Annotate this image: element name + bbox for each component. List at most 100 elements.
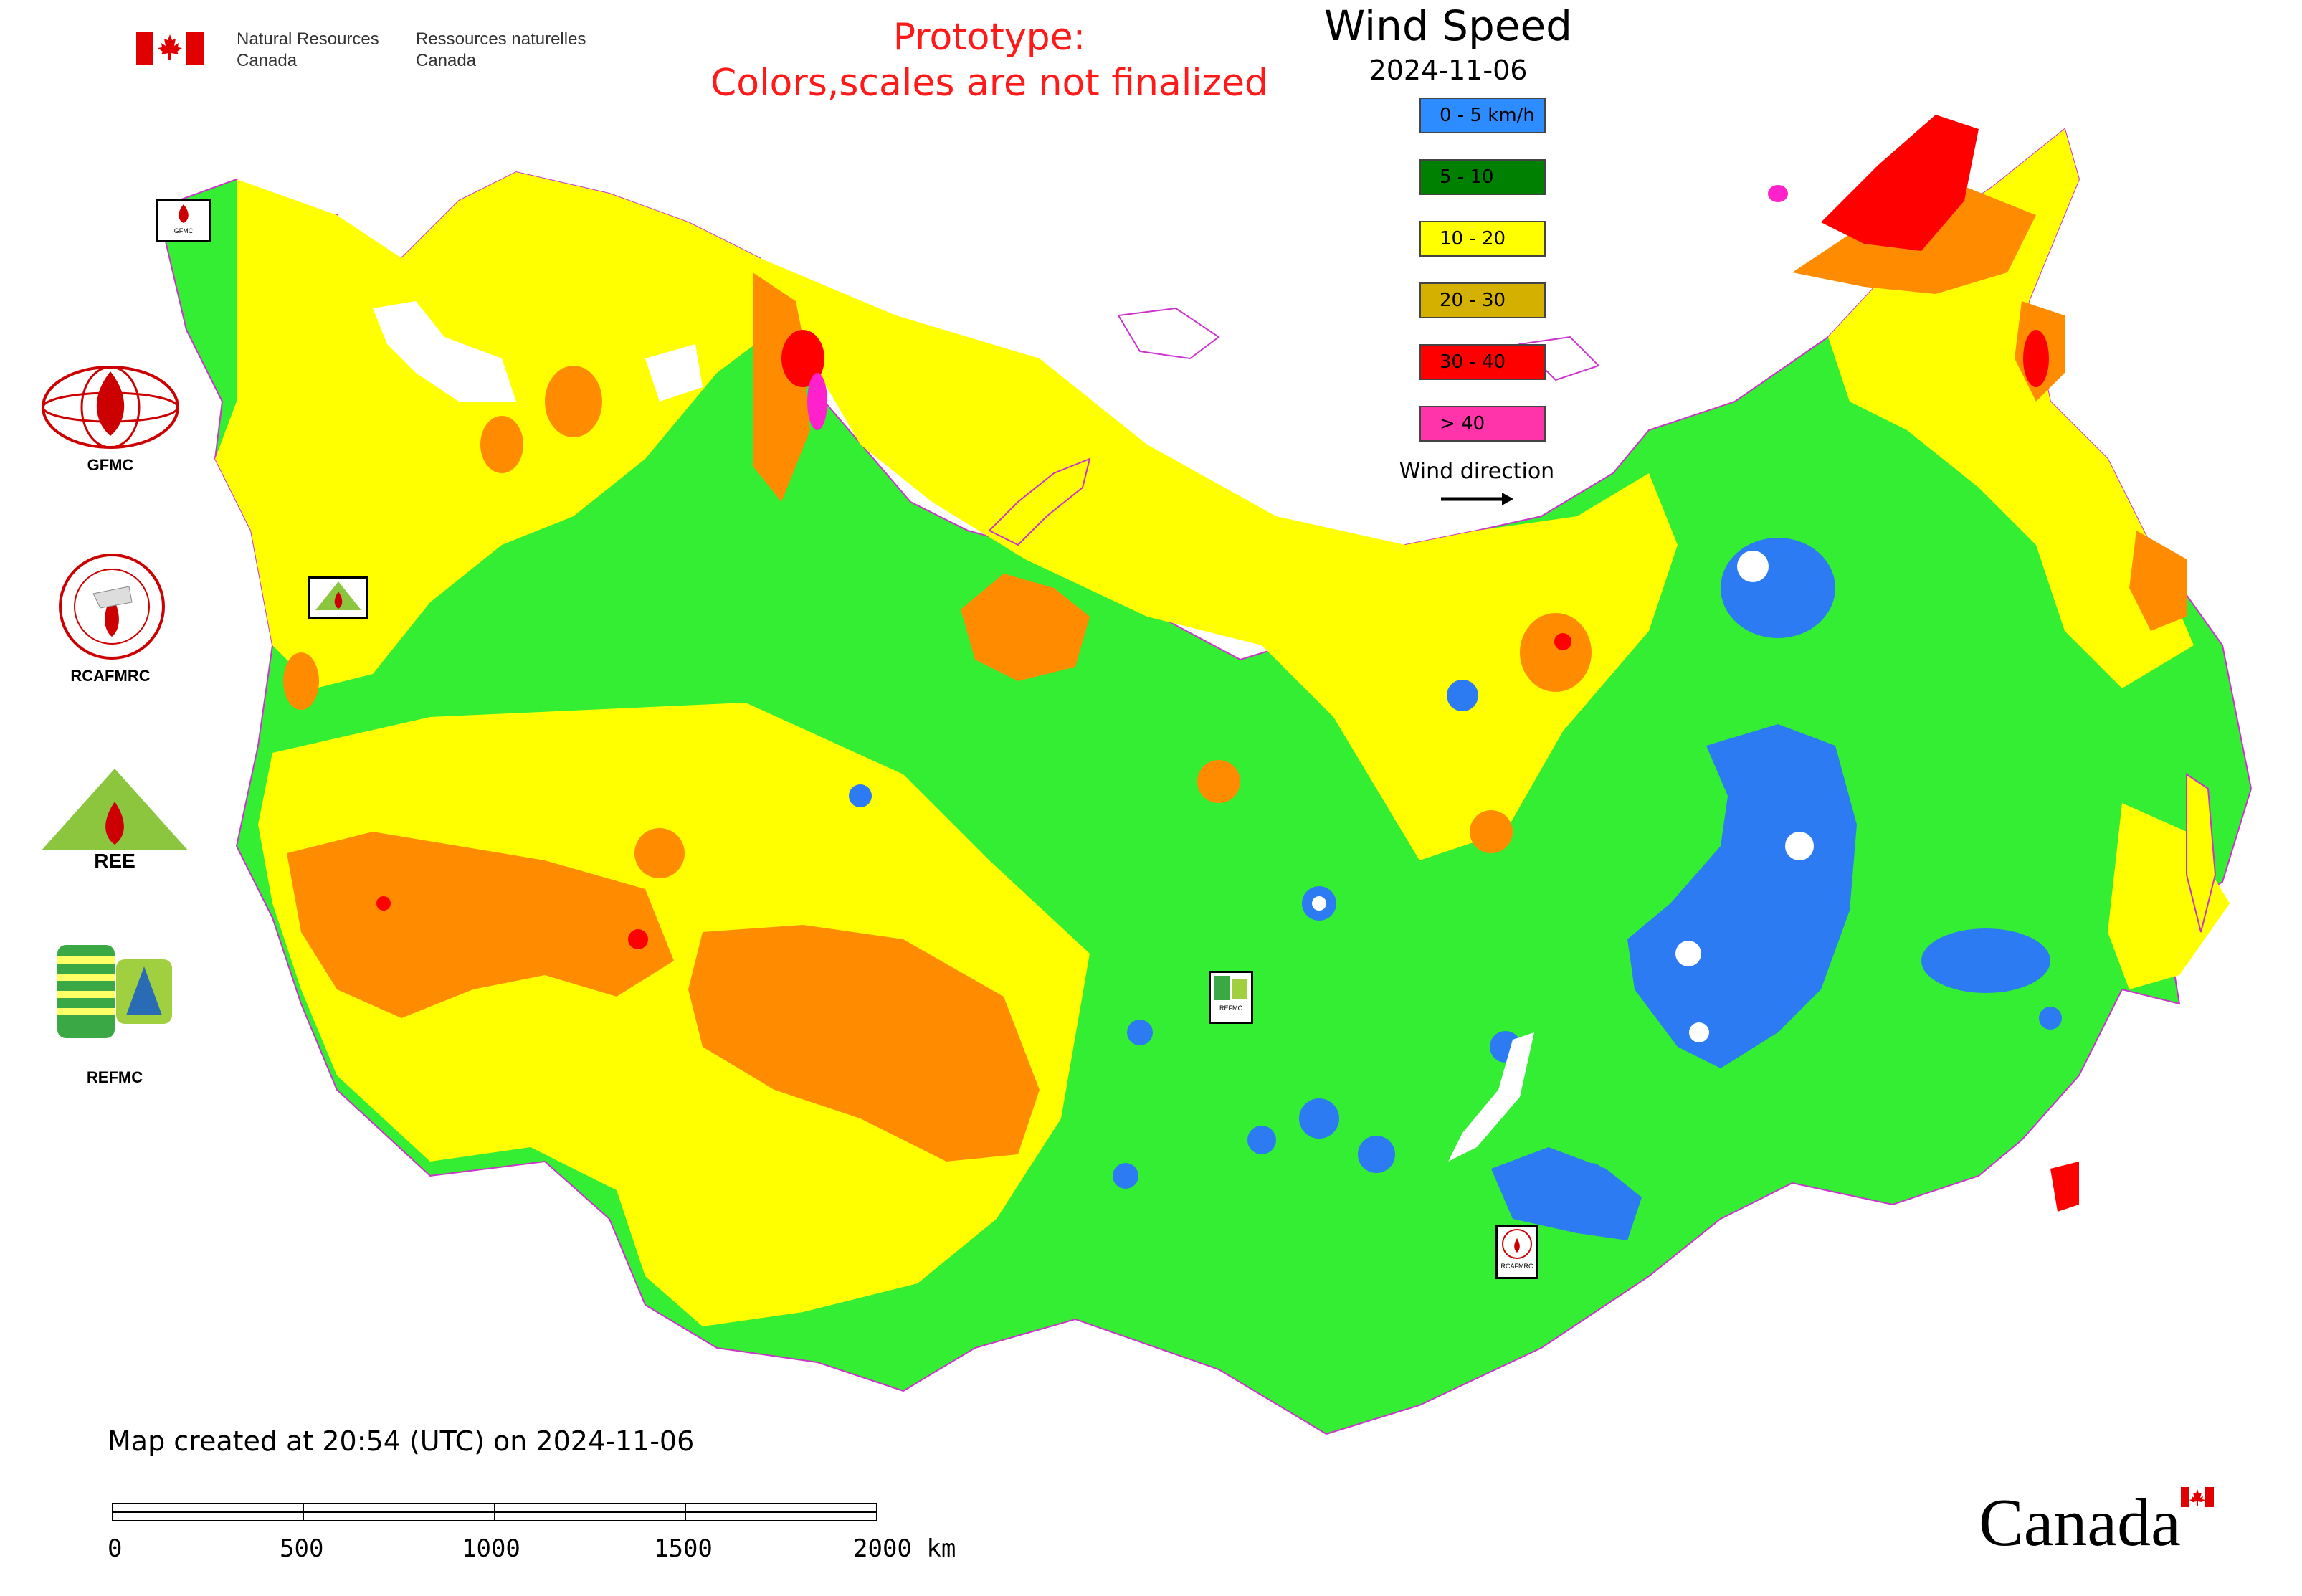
sigma-tree-icon [57, 945, 172, 1038]
dept-name-fr-2: Canada [416, 51, 477, 70]
canada-wordmark: Canada [1979, 1484, 2222, 1563]
dept-name-en-2: Canada [237, 51, 298, 70]
zone-calm-amur [1921, 928, 2050, 993]
canada-wordmark-flag-icon [2181, 1487, 2214, 1507]
zone-very-strong-chukotka [1821, 115, 1979, 251]
org-label-rcafmrc: RCAFMRC [70, 667, 151, 685]
map-created-timestamp: Map created at 20:54 (UTC) on 2024-11-06 [108, 1425, 695, 1457]
zone-very-strong-dot-1 [376, 896, 391, 911]
legend-label: 30 - 40 [1440, 351, 1506, 373]
zone-strong-scandinavia [545, 366, 602, 437]
island-severnaya-zemlya [1117, 307, 1220, 360]
zone-strong-baltic [480, 416, 523, 473]
canada-flag-icon [136, 32, 204, 65]
org-label-gfmc: GFMC [87, 456, 134, 474]
scale-tick-500: 500 [280, 1534, 324, 1563]
zone-calm-dot-11 [2039, 1007, 2062, 1030]
legend-date: 2024-11-06 [1369, 54, 1528, 86]
island-novaya-zemlya [988, 457, 1091, 546]
zone-strong-okhotsk [2129, 531, 2187, 631]
zone-very-strong-sakhalin [2050, 1162, 2079, 1212]
legend-label: 10 - 20 [1440, 228, 1506, 250]
maple-leaf-icon [158, 34, 182, 60]
legend-label: > 40 [1440, 413, 1485, 434]
zone-extreme-kola [807, 373, 827, 430]
zone-strong-taimyr [961, 574, 1090, 681]
lake-3 [1675, 941, 1701, 966]
zone-strong-dot-3 [283, 652, 319, 710]
map-marker-label: RCAFMRC [1500, 1263, 1533, 1270]
legend-label: 20 - 30 [1440, 290, 1506, 311]
legend-title: Wind Speed [1323, 1, 1573, 50]
scale-tick-1500: 1500 [654, 1534, 713, 1563]
zone-calm-dot-2 [1299, 1098, 1339, 1139]
zone-strong-yakutia [1520, 613, 1592, 692]
legend-item-over-40: > 40 [1419, 406, 1546, 442]
zone-calm-dot-4 [1247, 1126, 1276, 1154]
lake-onega [373, 301, 516, 402]
map-marker-rcafmrc[interactable]: RCAFMRC [1495, 1225, 1538, 1279]
prototype-notice-line2: Colors,scales are not finalized [710, 62, 1269, 105]
legend-item-10-20: 10 - 20 [1419, 221, 1546, 257]
lake-baikal [1448, 1032, 1534, 1162]
canada-wordmark-text: Canada [1979, 1486, 2181, 1560]
prototype-notice: Prototype: Colors,scales are not finaliz… [631, 14, 1348, 106]
scale-bar: 0 500 1000 1500 2000 km [108, 1503, 961, 1574]
lake-2 [1785, 832, 1814, 860]
zone-extreme-wrangel [1768, 185, 1788, 202]
zone-strong-steppe-center [688, 925, 1040, 1162]
zone-moderate-central [760, 258, 1678, 860]
scale-tick-2000: 2000 km [853, 1534, 956, 1563]
legend-label: 5 - 10 [1440, 166, 1494, 188]
map-marker-label: REFMC [1219, 1004, 1242, 1012]
fire-triangle-icon: REE [37, 769, 192, 872]
zone-moderate-southeast [2108, 803, 2230, 989]
zone-calm-dot-7 [1579, 1163, 1604, 1189]
zone-calm-baikal [1491, 1147, 1642, 1240]
lake-1 [1737, 551, 1769, 582]
zone-very-strong-dot-3 [1554, 633, 1571, 650]
lake-ladoga [645, 344, 703, 402]
lake-5 [1312, 896, 1326, 911]
zone-calm-dot-8 [1127, 1020, 1153, 1045]
zone-very-strong-dot-2 [628, 929, 648, 949]
map-marker-label: GFMC [173, 227, 194, 234]
island-sakhalin [2186, 773, 2217, 933]
map-marker-refmc[interactable]: REFMC [1209, 971, 1253, 1024]
lake-4 [1689, 1022, 1709, 1042]
fire-seal-icon [59, 554, 165, 660]
map-marker-reefmc[interactable] [308, 576, 368, 619]
svg-text:REE: REE [94, 850, 135, 872]
org-label-refmc: REFMC [86, 1068, 143, 1086]
zone-very-strong-kamchatka [2023, 330, 2049, 387]
wind-arrow-icon [1441, 493, 1513, 505]
fire-globe-icon [42, 366, 179, 449]
zone-calm-dot-10 [849, 784, 872, 807]
zone-very-strong-kola [781, 330, 824, 387]
zone-calm-dot-9 [1113, 1163, 1138, 1189]
zone-calm-dot-3 [1358, 1136, 1395, 1173]
wind-direction-legend: Wind direction [1384, 459, 1570, 516]
zone-strong-dot-2 [1470, 810, 1513, 853]
dept-name-en-1: Natural Resources [237, 29, 379, 49]
legend-item-30-40: 30 - 40 [1419, 344, 1546, 380]
dept-name-fr-1: Ressources naturelles [416, 29, 586, 49]
zone-strong-dot-1 [1197, 760, 1240, 803]
zone-strong-dot-4 [634, 828, 685, 878]
legend-item-0-5: 0 - 5 km/h [1419, 98, 1546, 133]
map-marker-gfmc[interactable]: GFMC [156, 199, 211, 242]
zone-calm-yakutia [1721, 538, 1835, 638]
scale-tick-0: 0 [108, 1534, 123, 1563]
zone-strong-steppe-west [287, 832, 674, 1018]
scale-tick-1000: 1000 [462, 1534, 520, 1563]
wind-direction-label: Wind direction [1399, 459, 1555, 484]
zone-calm-east [1627, 724, 1857, 1068]
prototype-notice-line1: Prototype: [893, 16, 1086, 59]
legend-item-5-10: 5 - 10 [1419, 159, 1546, 195]
zone-calm-dot-5 [1447, 680, 1478, 711]
scale-bar-graphic [112, 1503, 877, 1521]
nrcan-signature: Natural Resources Canada Ressources natu… [136, 26, 595, 76]
legend-label: 0 - 5 km/h [1440, 105, 1535, 126]
legend-item-20-30: 20 - 30 [1419, 282, 1546, 318]
